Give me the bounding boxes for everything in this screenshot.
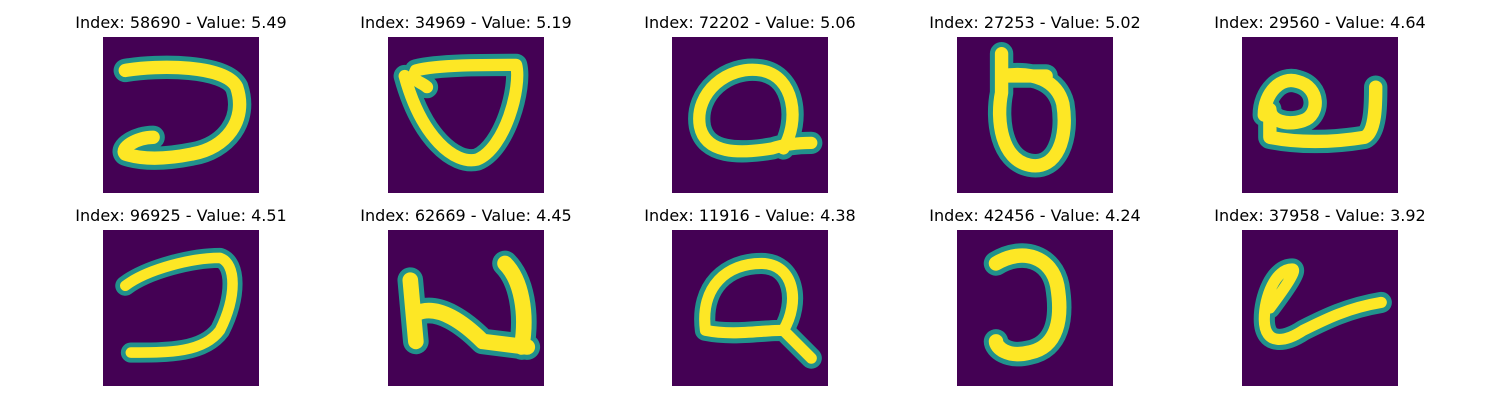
panel-3: Index: 72202 - Value: 5.06 xyxy=(620,13,880,193)
panel-9: Index: 42456 - Value: 4.24 xyxy=(905,206,1165,386)
panel-8: Index: 11916 - Value: 4.38 xyxy=(620,206,880,386)
panel-title: Index: 37958 - Value: 3.92 xyxy=(1214,206,1426,225)
panel-6: Index: 96925 - Value: 4.51 xyxy=(51,206,311,386)
handwritten-glyph-loop-tail-icon xyxy=(672,230,828,386)
panel-title: Index: 29560 - Value: 4.64 xyxy=(1214,13,1426,32)
panel-10: Index: 37958 - Value: 3.92 xyxy=(1190,206,1450,386)
panel-7: Index: 62669 - Value: 4.45 xyxy=(336,206,596,386)
panel-title: Index: 62669 - Value: 4.45 xyxy=(360,206,572,225)
handwritten-glyph-j-shape-icon xyxy=(957,230,1113,386)
handwritten-glyph-b-shape-icon xyxy=(957,37,1113,193)
handwritten-glyph-triangle-loop-icon xyxy=(388,37,544,193)
panel-title: Index: 11916 - Value: 4.38 xyxy=(644,206,856,225)
panel-1: Index: 58690 - Value: 5.49 xyxy=(51,13,311,193)
handwritten-glyph-e-loop-icon xyxy=(1242,37,1398,193)
panel-title: Index: 42456 - Value: 4.24 xyxy=(929,206,1141,225)
panel-4: Index: 27253 - Value: 5.02 xyxy=(905,13,1165,193)
panel-title: Index: 96925 - Value: 4.51 xyxy=(75,206,287,225)
panel-5: Index: 29560 - Value: 4.64 xyxy=(1190,13,1450,193)
handwritten-glyph-hook-icon xyxy=(103,230,259,386)
panel-title: Index: 27253 - Value: 5.02 xyxy=(929,13,1141,32)
handwritten-glyph-n-shape-icon xyxy=(388,230,544,386)
handwritten-glyph-hook-icon xyxy=(103,37,259,193)
panel-2: Index: 34969 - Value: 5.19 xyxy=(336,13,596,193)
panel-title: Index: 34969 - Value: 5.19 xyxy=(360,13,572,32)
handwritten-glyph-loop-tail-icon xyxy=(672,37,828,193)
handwritten-glyph-e-loop-icon xyxy=(1242,230,1398,386)
panel-title: Index: 72202 - Value: 5.06 xyxy=(644,13,856,32)
panel-title: Index: 58690 - Value: 5.49 xyxy=(75,13,287,32)
